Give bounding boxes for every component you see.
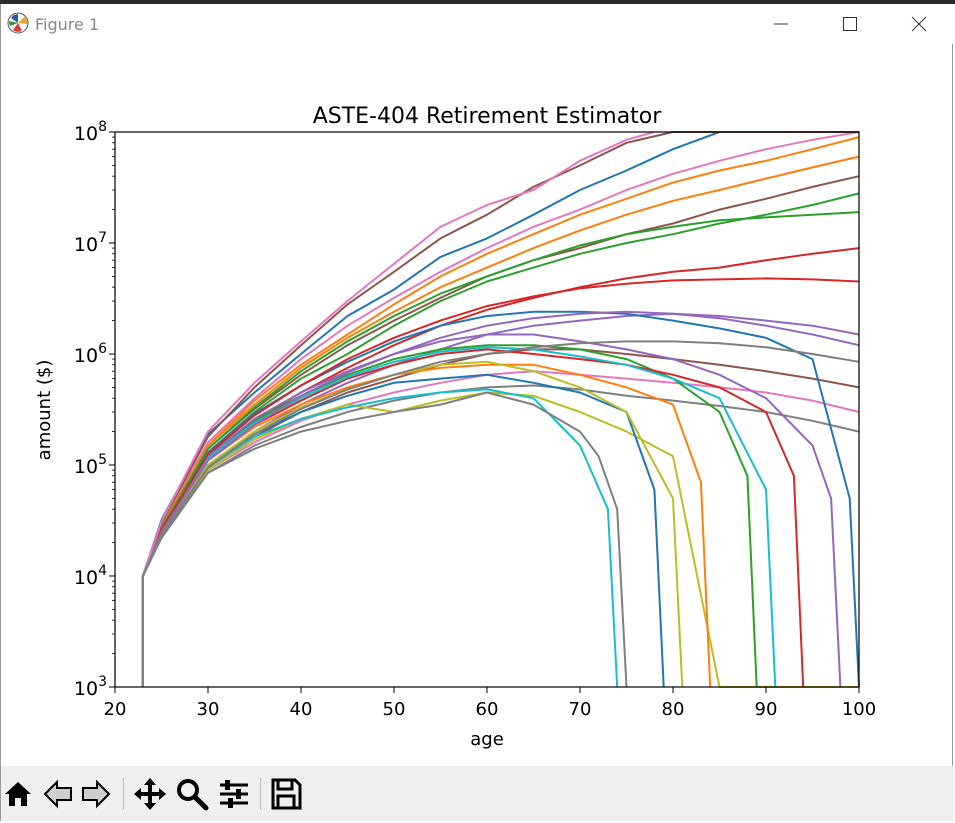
y-tick-label: 108 — [74, 119, 107, 145]
x-axis: 20 30 40 50 60 70 80 90 100 — [104, 687, 876, 720]
minimize-icon — [774, 23, 788, 25]
x-tick-label: 70 — [569, 699, 592, 720]
back-button[interactable] — [41, 776, 75, 812]
magnifier-icon — [177, 779, 209, 811]
window-title: Figure 1 — [35, 15, 100, 34]
title-bar: Figure 1 — [1, 4, 954, 44]
y-tick-label: 104 — [74, 563, 107, 589]
maximize-icon — [843, 17, 857, 31]
y-axis: 103 104 105 106 107 108 — [74, 119, 115, 700]
toolbar-separator — [123, 778, 124, 810]
x-tick-label: 60 — [476, 699, 499, 720]
move-arrows-icon — [134, 778, 166, 810]
forward-arrow-icon — [82, 779, 111, 809]
series-line — [141, 363, 712, 688]
chart-title: ASTE-404 Retirement Estimator — [313, 104, 663, 129]
series-line — [141, 277, 860, 687]
y-tick-label: 107 — [74, 230, 107, 256]
pan-button[interactable] — [133, 776, 167, 812]
y-tick-label: 103 — [74, 674, 107, 700]
close-button[interactable] — [884, 4, 954, 44]
zoom-button[interactable] — [175, 776, 209, 812]
series-line — [141, 175, 860, 687]
home-icon — [5, 782, 31, 806]
toolbar — [1, 766, 954, 821]
x-tick-label: 20 — [104, 699, 127, 720]
chart: ASTE-404 Retirement Estimator 20 30 40 50 60… — [34, 104, 876, 750]
x-tick-label: 80 — [662, 699, 685, 720]
series-line — [141, 340, 860, 687]
series-line — [141, 310, 860, 688]
series-line — [141, 211, 860, 687]
x-tick-label: 40 — [290, 699, 313, 720]
series-line — [141, 348, 860, 687]
configure-button[interactable] — [217, 776, 251, 812]
figure-window: Figure 1 ASTE-404 Retirement Estimator 2… — [0, 4, 954, 821]
series-line — [141, 388, 619, 688]
series-line — [141, 391, 628, 688]
y-tick-label: 106 — [74, 341, 107, 367]
series-line — [141, 360, 684, 688]
sliders-icon — [220, 780, 248, 808]
close-icon — [911, 16, 927, 32]
x-tick-label: 30 — [197, 699, 220, 720]
x-tick-label: 50 — [383, 699, 406, 720]
series-layer — [141, 131, 860, 688]
save-button[interactable] — [269, 776, 303, 812]
series-line — [141, 155, 860, 687]
y-axis-label: amount ($) — [34, 360, 55, 461]
maximize-button[interactable] — [815, 4, 885, 44]
series-line — [141, 333, 842, 688]
series-line — [141, 310, 860, 687]
toolbar-separator — [260, 778, 261, 810]
floppy-disk-icon — [271, 778, 302, 810]
series-line — [141, 344, 758, 688]
series-line — [141, 131, 655, 687]
series-line — [141, 131, 860, 687]
home-button[interactable] — [1, 776, 35, 812]
minimize-button[interactable] — [746, 4, 816, 44]
background-strip — [0, 0, 955, 4]
x-tick-label: 100 — [842, 699, 876, 720]
x-tick-label: 90 — [755, 699, 778, 720]
back-arrow-icon — [43, 779, 72, 809]
x-axis-label: age — [470, 729, 504, 750]
forward-button[interactable] — [79, 776, 113, 812]
y-tick-label: 105 — [74, 452, 107, 478]
matplotlib-logo-icon — [7, 12, 29, 34]
plot-area: ASTE-404 Retirement Estimator 20 30 40 50 60… — [1, 44, 954, 766]
